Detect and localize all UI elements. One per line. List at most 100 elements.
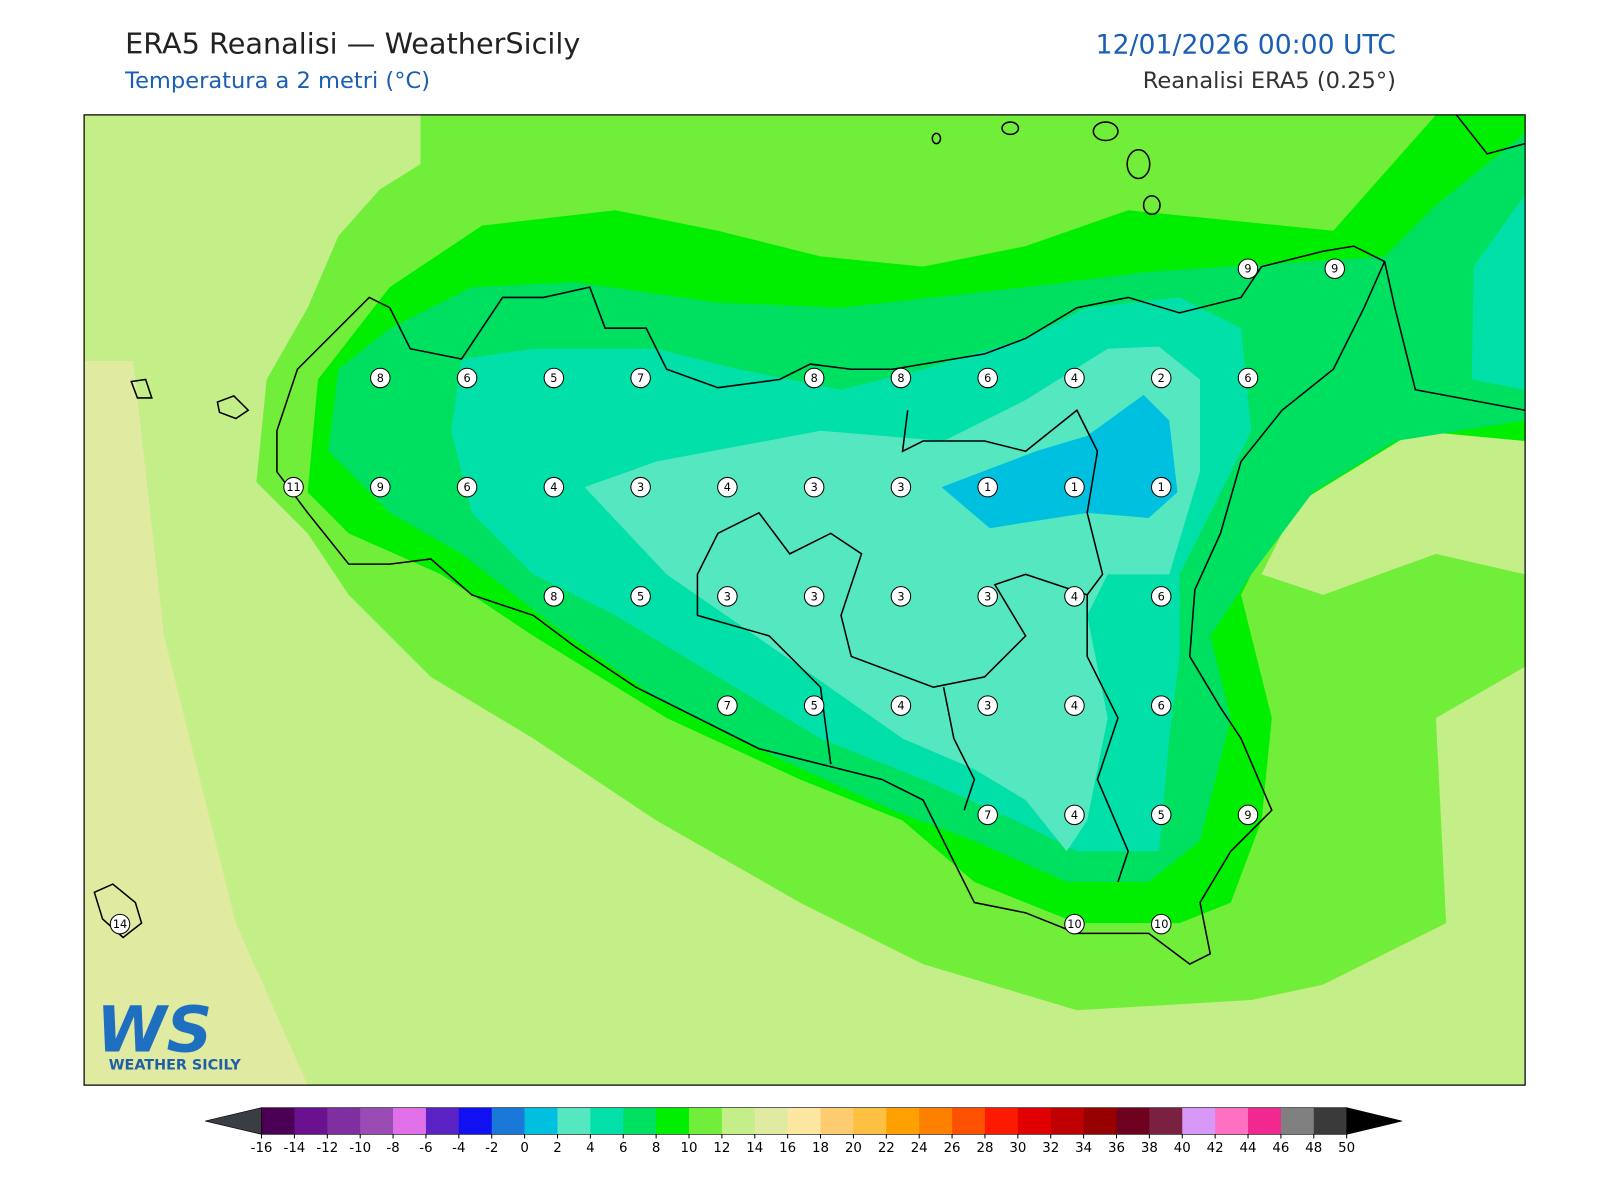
station-value: 3 (811, 590, 818, 603)
colorbar-label: 44 (1240, 1141, 1257, 1156)
station-marker (630, 367, 651, 389)
colorbar-bin (491, 1107, 525, 1135)
station-marker (717, 695, 738, 716)
station-value: 3 (637, 481, 644, 494)
station-marker (890, 586, 912, 607)
station-marker (543, 367, 565, 389)
coastline (93, 114, 1526, 966)
colorbar-label: 18 (812, 1141, 829, 1156)
station-value: 9 (1331, 263, 1338, 276)
station-marker (1150, 804, 1172, 826)
station-value: 3 (897, 481, 904, 494)
station-marker (1064, 367, 1085, 389)
colorbar-bin (787, 1107, 821, 1135)
station-value: 7 (637, 372, 644, 385)
station-marker (977, 695, 998, 716)
contour (941, 394, 1178, 529)
station-marker (1150, 586, 1172, 607)
station-value: 5 (637, 590, 644, 603)
colorbar-frame (261, 1107, 1347, 1135)
station-marker (803, 367, 825, 389)
colorbar-bin (425, 1107, 460, 1135)
colorbar-bin (919, 1107, 953, 1135)
colorbar-bin (689, 1107, 723, 1135)
station-value: 10 (1067, 918, 1081, 931)
station-value: 4 (897, 700, 904, 713)
colorbar-label: 12 (713, 1141, 730, 1156)
station-value: 9 (1244, 809, 1251, 822)
station-marker (283, 476, 304, 498)
station-marker (803, 476, 825, 498)
station-value: 2 (1158, 372, 1165, 385)
subtitle: Temperatura a 2 metri (°C) (124, 68, 430, 94)
colorbar-label: 34 (1075, 1141, 1092, 1156)
station-marker (717, 586, 738, 607)
colorbar-bin (327, 1107, 361, 1135)
colorbar-label: 36 (1108, 1141, 1125, 1156)
colorbar-bin (984, 1107, 1019, 1135)
colorbar-label: 42 (1207, 1141, 1224, 1156)
station-marker (543, 586, 565, 607)
colorbar-label: 30 (1009, 1141, 1026, 1156)
station-value: 9 (377, 481, 384, 494)
colorbar-label: -12 (316, 1141, 338, 1156)
station-value: 4 (1071, 372, 1078, 385)
station-value: 1 (1158, 481, 1165, 494)
colorbar-label: -10 (349, 1141, 371, 1156)
colorbar-bin (294, 1107, 328, 1135)
date: 12/01/2026 00:00 UTC (1096, 29, 1396, 60)
station-value: 3 (811, 481, 818, 494)
station-marker (890, 367, 912, 389)
station-value: 3 (724, 590, 731, 603)
colorbar-label: 28 (976, 1141, 993, 1156)
station-value: 8 (377, 372, 384, 385)
contour (84, 361, 308, 1086)
colorbar-label: 32 (1042, 1141, 1059, 1156)
station-value: 7 (984, 809, 991, 822)
colorbar-bin (1215, 1107, 1249, 1135)
station-marker (370, 367, 391, 389)
station-value: 3 (984, 590, 991, 603)
station-marker (630, 476, 651, 498)
colorbar-label: 26 (944, 1141, 961, 1156)
colorbar-bin (820, 1107, 854, 1135)
station-marker (890, 476, 912, 498)
colorbar-label: 16 (779, 1141, 796, 1156)
station-marker (1150, 695, 1172, 716)
station-marker (456, 367, 478, 389)
colorbar-bin (1313, 1107, 1347, 1135)
colorbar-label: 14 (746, 1141, 763, 1156)
colorbar-label: -2 (485, 1141, 498, 1156)
colorbar-label: 22 (878, 1141, 895, 1156)
station-marker (1237, 258, 1259, 279)
station-marker (890, 695, 912, 716)
station-value: 6 (1158, 590, 1165, 603)
colorbar-label: 48 (1305, 1141, 1322, 1156)
station-marker (1064, 695, 1085, 716)
station-marker (1064, 913, 1085, 935)
station-value: 6 (463, 481, 470, 494)
logo-name: WEATHER SICILY (109, 1058, 242, 1074)
colorbar-bin (557, 1107, 591, 1135)
colorbar-bin (754, 1107, 788, 1135)
colorbar-label: -4 (452, 1141, 465, 1156)
station-marker (1150, 476, 1172, 498)
colorbar-bin (1083, 1107, 1117, 1135)
colorbar-label: 50 (1338, 1141, 1355, 1156)
station-value: 9 (1244, 263, 1251, 276)
station-value: 8 (897, 372, 904, 385)
station-value: 1 (984, 481, 991, 494)
colorbar-label: -8 (386, 1141, 399, 1156)
colorbar-label: 46 (1272, 1141, 1289, 1156)
station-value: 6 (463, 372, 470, 385)
station-value: 8 (811, 372, 818, 385)
station-value: 4 (1071, 700, 1078, 713)
colorbar-label: 24 (911, 1141, 928, 1156)
station-marker (1150, 367, 1172, 389)
station-marker (803, 695, 825, 716)
colorbar-label: 40 (1174, 1141, 1191, 1156)
source: Reanalisi ERA5 (0.25°) (1143, 68, 1396, 94)
colorbar-bin (886, 1107, 920, 1135)
station-value: 7 (724, 700, 731, 713)
